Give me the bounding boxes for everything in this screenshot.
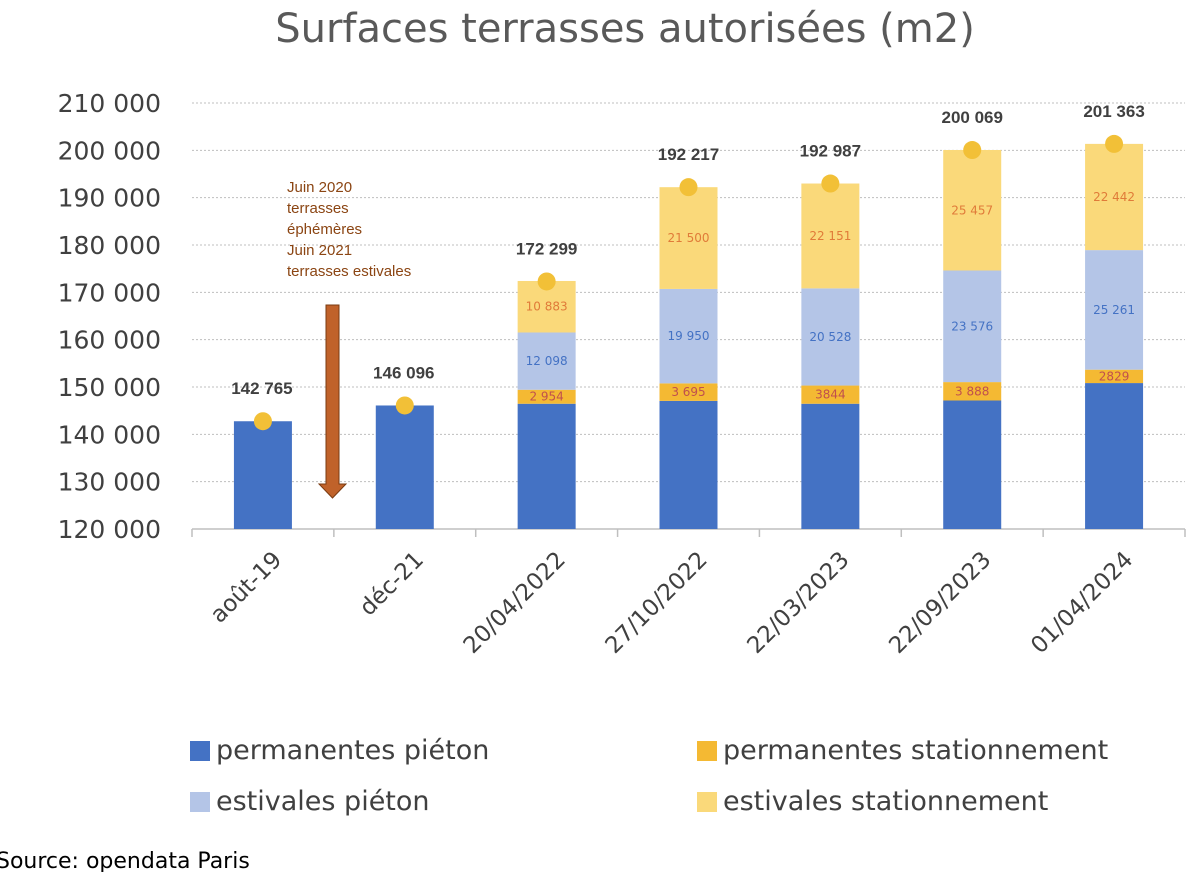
total-label: 192 217 bbox=[658, 145, 719, 164]
legend-label: permanentes stationnement bbox=[723, 735, 1108, 766]
data-label: 2829 bbox=[1099, 369, 1130, 383]
y-tick-label: 180 000 bbox=[58, 231, 161, 260]
annotation-text: Juin 2020 bbox=[287, 179, 352, 196]
total-label: 146 096 bbox=[373, 363, 434, 382]
y-tick-label: 170 000 bbox=[58, 278, 161, 307]
total-label: 200 069 bbox=[941, 108, 1002, 127]
x-tick-label: 20/04/2022 bbox=[459, 547, 571, 659]
total-label: 201 363 bbox=[1083, 102, 1144, 121]
bar-segment bbox=[801, 183, 860, 289]
annotation-text: terrasses estivales bbox=[287, 263, 411, 280]
annotation-arrow bbox=[317, 304, 348, 499]
x-tick-label: 01/04/2024 bbox=[1026, 547, 1138, 659]
x-tick-label: 22/09/2023 bbox=[884, 547, 996, 659]
y-axis: 120 000 130 000 140 000 150 000 160 000 170 0… bbox=[58, 89, 161, 544]
bar-segment bbox=[943, 270, 1002, 383]
annotation-text: Juin 2021 bbox=[287, 242, 352, 259]
data-label: 25 261 bbox=[1093, 303, 1135, 317]
bar-segment bbox=[233, 421, 292, 529]
legend-swatch bbox=[697, 792, 717, 812]
y-tick-label: 200 000 bbox=[58, 136, 161, 165]
total-marker bbox=[821, 174, 840, 193]
bar-segment bbox=[659, 288, 718, 384]
bar-segment bbox=[1085, 250, 1144, 370]
total-marker bbox=[963, 141, 982, 160]
total-marker bbox=[1105, 134, 1124, 153]
data-label: 22 442 bbox=[1093, 190, 1135, 204]
total-marker bbox=[395, 396, 414, 415]
bar-segment bbox=[801, 288, 860, 386]
x-tick-label: août-19 bbox=[206, 547, 288, 629]
total-marker bbox=[537, 272, 556, 291]
x-tick-label: 27/10/2022 bbox=[601, 547, 713, 659]
bar-segment bbox=[517, 389, 576, 404]
total-label: 172 299 bbox=[516, 239, 577, 258]
data-label: 22 151 bbox=[809, 229, 851, 243]
bar-segment bbox=[801, 385, 860, 404]
legend-swatch bbox=[190, 792, 210, 812]
source-note: Source: opendata Paris bbox=[0, 849, 250, 872]
bar-segment bbox=[943, 382, 1002, 401]
y-tick-label: 130 000 bbox=[58, 468, 161, 497]
y-tick-label: 140 000 bbox=[58, 420, 161, 449]
y-tick-label: 120 000 bbox=[58, 515, 161, 544]
data-label: 3 888 bbox=[955, 384, 989, 398]
annotation-text: terrasses bbox=[287, 200, 349, 217]
bar-segment bbox=[1085, 383, 1144, 529]
bar-segment bbox=[1085, 369, 1144, 384]
legend-label: estivales stationnement bbox=[723, 786, 1048, 817]
bar-segment bbox=[943, 150, 1002, 271]
data-label: 2 954 bbox=[529, 390, 563, 404]
legend: permanentes piéton permanentes stationnem… bbox=[190, 735, 1108, 817]
annotation: Juin 2020 terrasses éphémères Juin 2021 terr… bbox=[287, 179, 411, 499]
y-tick-label: 210 000 bbox=[58, 89, 161, 118]
total-label: 142 765 bbox=[231, 379, 292, 398]
legend-swatch bbox=[697, 741, 717, 761]
data-label: 25 457 bbox=[951, 203, 993, 217]
x-tick-label: 22/03/2023 bbox=[742, 547, 854, 659]
data-label: 12 098 bbox=[526, 354, 568, 368]
bars bbox=[233, 143, 1144, 529]
x-tick-label: déc-21 bbox=[355, 547, 429, 621]
legend-label: permanentes piéton bbox=[216, 735, 489, 766]
totals: 142 765 146 096 172 299 192 217 192 987 200 0… bbox=[231, 102, 1145, 431]
total-label: 192 987 bbox=[800, 142, 861, 161]
legend-swatch bbox=[190, 741, 210, 761]
data-label: 20 528 bbox=[809, 330, 851, 344]
y-tick-label: 160 000 bbox=[58, 326, 161, 355]
bar-segment bbox=[1085, 143, 1144, 251]
data-label: 10 883 bbox=[526, 300, 568, 314]
bar-segment bbox=[801, 403, 860, 529]
data-label: 3844 bbox=[815, 388, 846, 402]
y-tick-label: 190 000 bbox=[58, 184, 161, 213]
annotation-text: éphémères bbox=[287, 221, 362, 238]
bar-segment bbox=[659, 400, 718, 529]
segment-labels: 2 954 12 098 10 883 3 695 19 950 21 500 3844 20… bbox=[526, 190, 1135, 404]
bar-segment bbox=[375, 405, 434, 529]
data-label: 21 500 bbox=[668, 231, 710, 245]
chart-title: Surfaces terrasses autorisées (m2) bbox=[275, 6, 975, 52]
data-label: 19 950 bbox=[668, 329, 710, 343]
bar-segment bbox=[517, 332, 576, 390]
total-marker bbox=[253, 412, 272, 431]
data-label: 3 695 bbox=[671, 385, 705, 399]
data-label: 23 576 bbox=[951, 319, 993, 333]
bar-segment bbox=[659, 187, 718, 289]
bar-segment bbox=[517, 403, 576, 529]
y-tick-label: 150 000 bbox=[58, 373, 161, 402]
legend-label: estivales piéton bbox=[216, 786, 430, 817]
bar-segment bbox=[943, 400, 1002, 529]
total-marker bbox=[679, 178, 698, 197]
x-axis: août-19 déc-21 20/04/2022 27/10/2022 22/03/2… bbox=[191, 528, 1186, 659]
bar-segment bbox=[659, 383, 718, 401]
